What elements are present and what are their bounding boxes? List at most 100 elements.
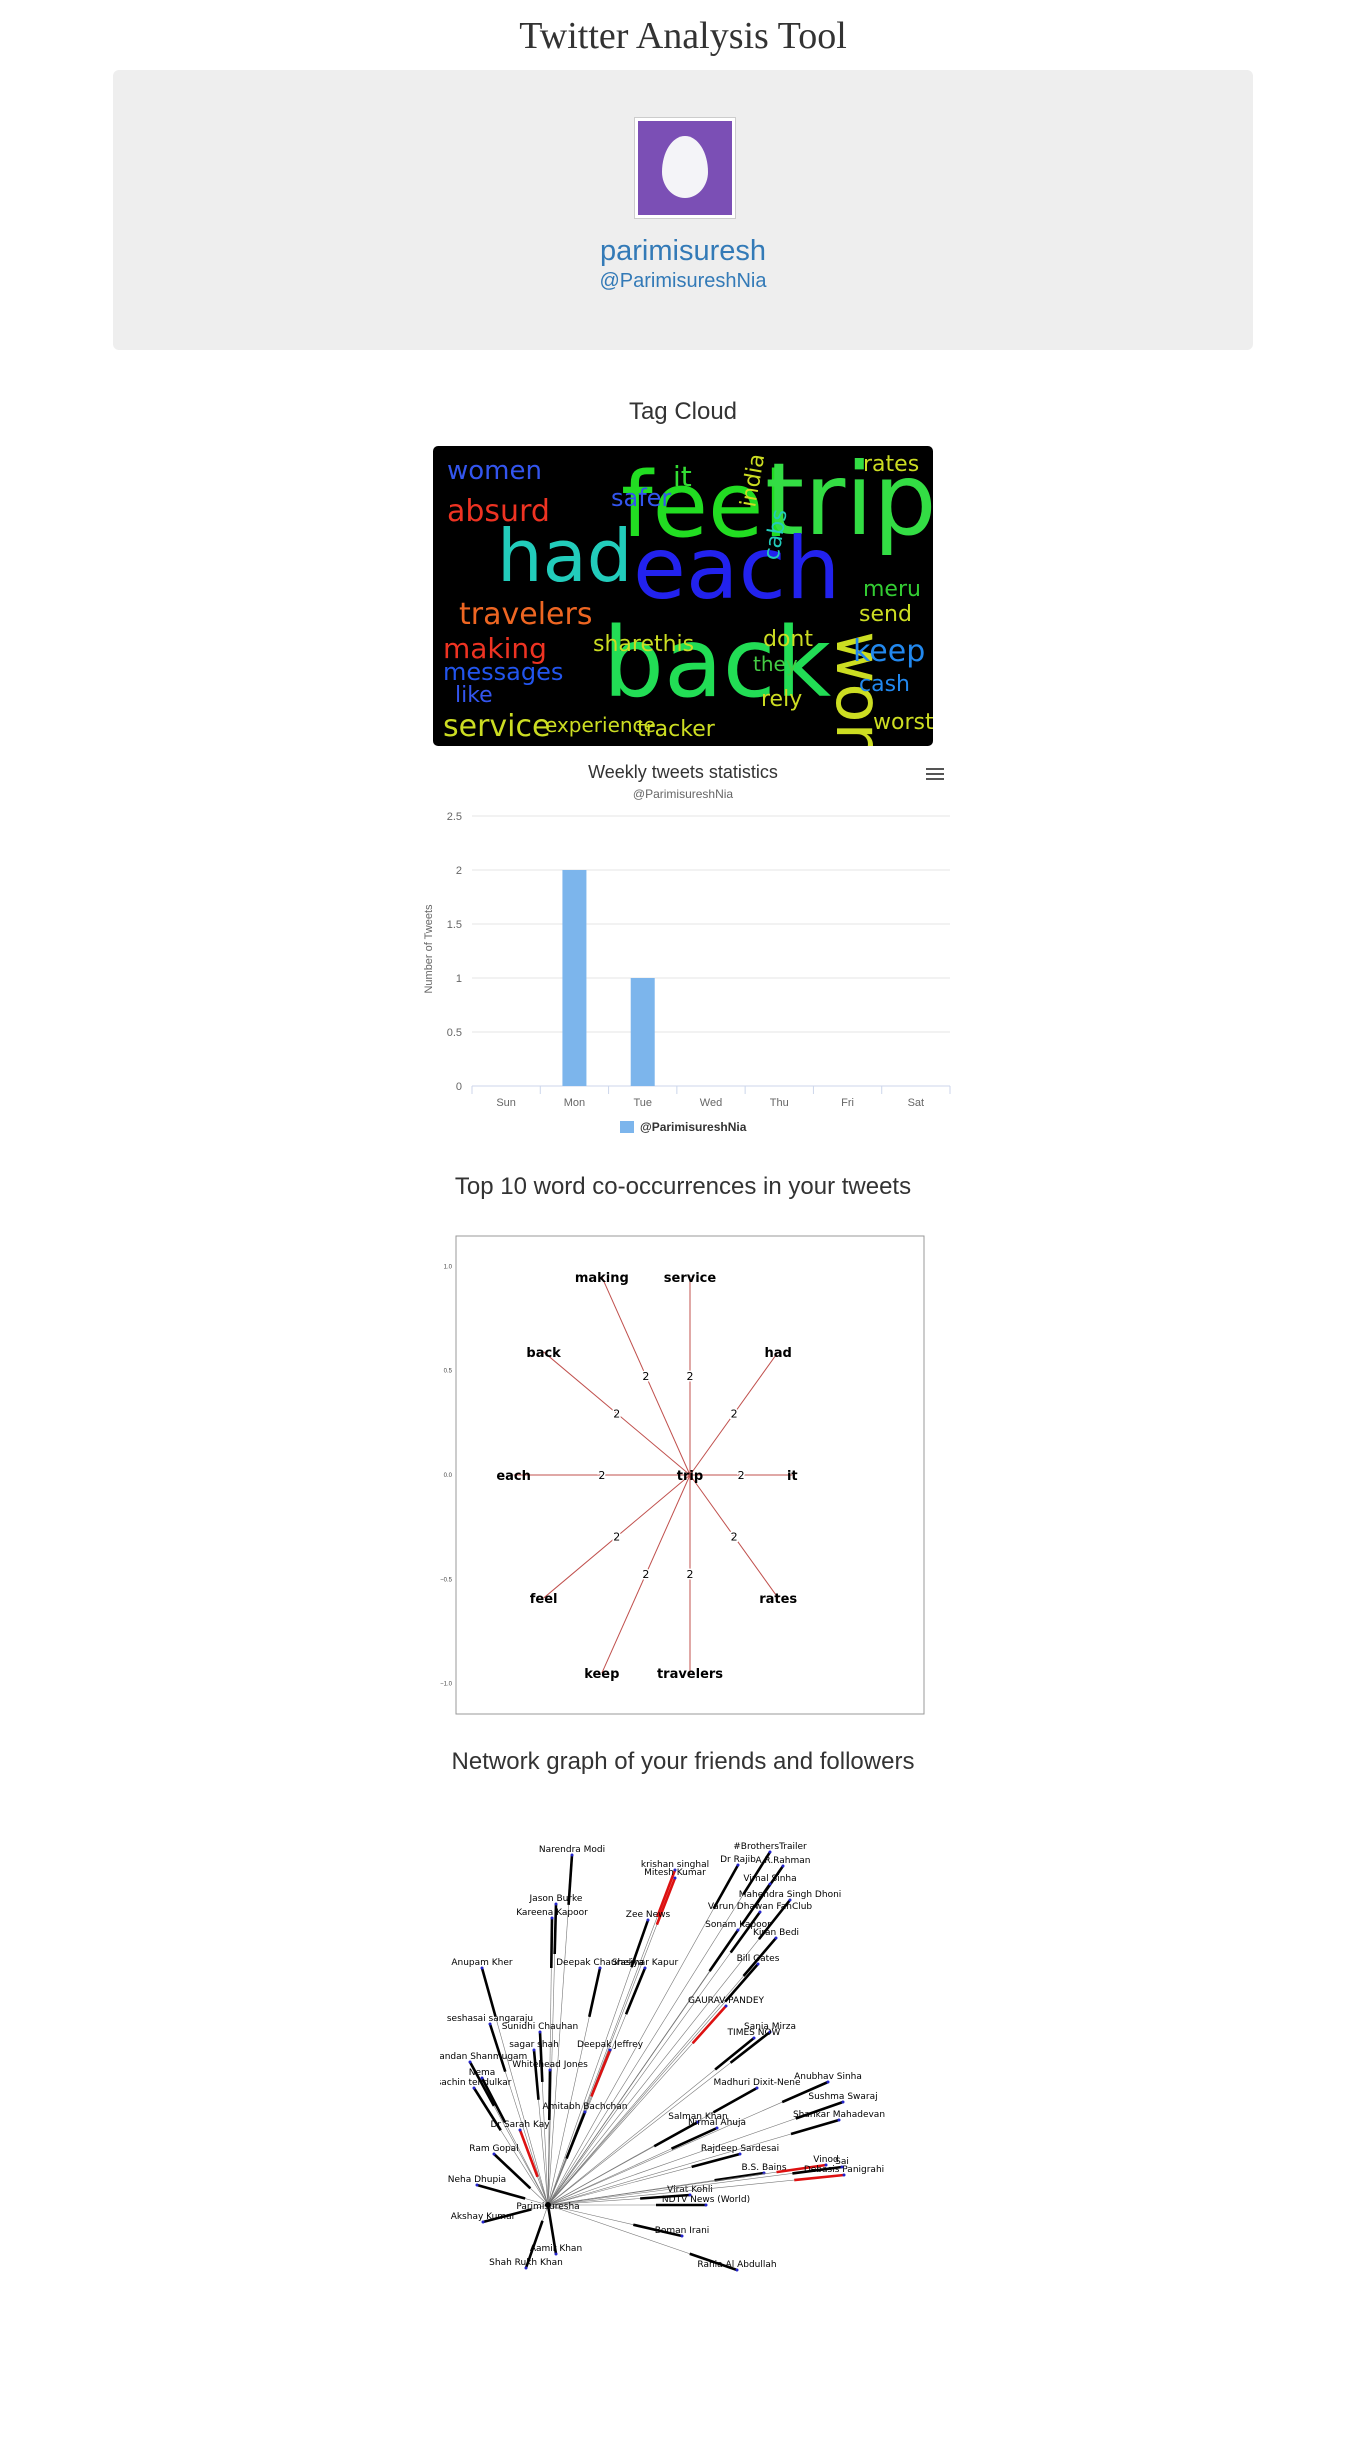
network-node[interactable] [738,2152,742,2156]
network-edge-head [480,2077,507,2123]
chart-legend[interactable]: @ParimisureshNia [620,1120,747,1134]
network-node[interactable] [736,1863,740,1867]
network-node[interactable] [481,2220,485,2224]
profile-name[interactable]: parimisuresh [600,235,766,267]
network-edge-head [553,1903,558,1955]
x-tick-label: Sun [496,1097,516,1109]
profile-card: parimisuresh @ParimisureshNia [113,70,1253,350]
network-node[interactable] [758,1910,762,1914]
network-node[interactable] [735,2268,739,2272]
network-edge [547,1864,739,2206]
network-node[interactable] [646,1918,650,1922]
network-node[interactable] [768,2030,772,2034]
network-node[interactable] [715,2126,719,2130]
network-node[interactable] [475,2183,479,2187]
network-node[interactable] [673,1868,677,1872]
tag-word: service [443,709,550,744]
network-node[interactable] [488,2022,492,2026]
network-node[interactable] [842,2173,846,2177]
network-node-label: Zee News [626,1910,671,1920]
network-node[interactable] [538,2030,542,2034]
network-heading: Network graph of your friends and follow… [451,1748,915,1775]
network-node[interactable] [788,1898,792,1902]
network-center-node[interactable] [545,2202,551,2208]
network-edge-head [588,1967,602,2018]
network-node[interactable] [824,2163,828,2167]
network-node[interactable] [583,2110,587,2114]
edge [601,1276,691,1476]
network-node[interactable] [480,1966,484,1970]
tag-word: feel [621,453,788,558]
network-edge-head [624,1967,647,2015]
edge-weight: 2 [613,1407,620,1420]
network-edge-head [742,1851,772,1896]
network-edge-head [790,2118,840,2136]
x-tick-label: Fri [841,1097,854,1109]
network-edge-head [670,2126,718,2150]
network-node[interactable] [598,1966,602,1970]
network-node[interactable] [781,1864,785,1868]
tag-word: like [455,683,493,708]
network-node[interactable] [752,2036,756,2040]
network-edge-head [794,2173,845,2182]
network-node[interactable] [532,2048,536,2052]
network-node[interactable] [518,2128,522,2132]
network-node[interactable] [696,2120,700,2124]
network-node-label: TIMES NOW [727,2028,781,2038]
network-edge-head [493,2153,532,2190]
network-node[interactable] [774,1936,778,1940]
network-edge-head [640,2193,691,2200]
network-node[interactable] [840,2165,844,2169]
network-node[interactable] [826,2080,830,2084]
network-node-label: Boman Irani [655,2226,710,2236]
network-node[interactable] [768,1882,772,1886]
tag-word: keep [853,634,925,669]
network-node[interactable] [704,2203,708,2207]
tag-cloud: feel trip each back had won't women absurd safer… [433,446,933,746]
network-node[interactable] [673,1876,677,1880]
network-node[interactable] [608,2048,612,2052]
network-node[interactable] [554,1902,558,1906]
avatar[interactable] [635,118,735,218]
network-node[interactable] [643,1966,647,1970]
network-node[interactable] [841,2100,845,2104]
network-edge-head [546,2204,558,2255]
network-node[interactable] [472,2086,476,2090]
network-node[interactable] [550,1916,554,1920]
tag-word: dont [763,627,813,652]
network-node[interactable] [480,2076,484,2080]
bar[interactable] [562,870,587,1086]
x-tick-label: Sat [908,1097,925,1109]
network-node-label: Sunidhi Chauhan [502,2022,579,2032]
network-node-label: Shekhar Kapur [612,1958,679,1968]
network-node[interactable] [548,2068,552,2072]
network-node[interactable] [724,2004,728,2008]
network-node[interactable] [756,1962,760,1966]
network-node-label: Dr Sarah Kay [490,2120,550,2130]
network-node[interactable] [688,2193,692,2197]
word-node: travelers [657,1667,723,1682]
network-edge-head [757,1899,792,1940]
chart-menu-icon[interactable] [926,768,944,782]
network-node[interactable] [837,2118,841,2122]
y-tick-label: 0 [456,1081,462,1093]
network-node[interactable] [570,1853,574,1857]
network-node-label: Anubhav Sinha [794,2072,862,2082]
network-node[interactable] [468,2060,472,2064]
network-node[interactable] [524,2266,528,2270]
network-edge-head [565,2111,587,2159]
bar[interactable] [630,978,655,1086]
profile-handle[interactable]: @ParimisureshNia [599,270,767,292]
y-tick-label: −0.5 [440,1577,453,1583]
edge [543,1474,691,1599]
tag-word: women [447,456,542,486]
network-node[interactable] [554,2252,558,2256]
network-node[interactable] [755,2086,759,2090]
network-edge-head [708,1929,740,1972]
network-node[interactable] [492,2152,496,2156]
network-edge-head [691,2005,727,2045]
network-node[interactable] [680,2234,684,2238]
network-node[interactable] [768,1850,772,1854]
network-edge-head [714,2171,765,2182]
network-node[interactable] [736,1928,740,1932]
